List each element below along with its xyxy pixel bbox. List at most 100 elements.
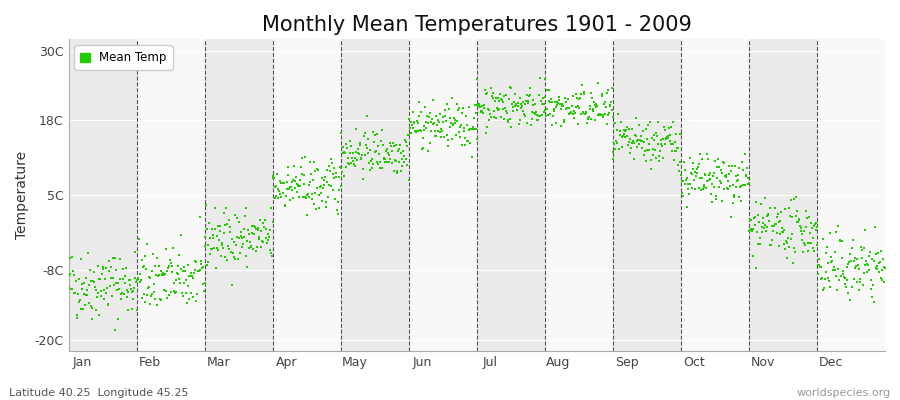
- Point: [596, 111, 610, 118]
- Point: [495, 96, 509, 103]
- Point: [824, 259, 838, 266]
- Point: [710, 164, 724, 171]
- Point: [233, 250, 248, 256]
- Point: [328, 174, 343, 181]
- Point: [174, 266, 188, 272]
- Point: [308, 168, 322, 174]
- Point: [99, 290, 113, 296]
- Point: [449, 132, 464, 138]
- Point: [94, 271, 109, 277]
- Point: [251, 226, 266, 233]
- Point: [756, 220, 770, 226]
- Point: [450, 101, 464, 108]
- Point: [493, 114, 508, 120]
- Point: [382, 159, 396, 166]
- Point: [782, 205, 796, 211]
- Point: [298, 154, 312, 161]
- Point: [169, 277, 184, 284]
- Point: [275, 190, 290, 196]
- Point: [507, 98, 521, 105]
- Point: [398, 137, 412, 144]
- Point: [514, 104, 528, 111]
- Point: [376, 156, 391, 163]
- Point: [65, 254, 79, 260]
- Point: [862, 253, 877, 259]
- Point: [336, 149, 350, 156]
- Point: [380, 158, 394, 165]
- Point: [650, 132, 664, 139]
- Point: [76, 291, 91, 297]
- Point: [68, 290, 82, 296]
- Point: [693, 151, 707, 158]
- Point: [771, 243, 786, 249]
- Point: [545, 113, 560, 119]
- Point: [742, 227, 757, 234]
- Point: [458, 142, 473, 148]
- Bar: [273, 39, 341, 351]
- Point: [747, 214, 761, 221]
- Point: [310, 167, 325, 173]
- Point: [519, 120, 534, 127]
- Point: [646, 152, 661, 158]
- Point: [405, 124, 419, 131]
- Point: [518, 98, 533, 105]
- Point: [544, 95, 558, 102]
- Point: [104, 293, 119, 299]
- Point: [653, 140, 668, 147]
- Point: [160, 295, 175, 302]
- Point: [224, 236, 238, 243]
- Point: [419, 113, 434, 120]
- Point: [520, 98, 535, 104]
- Point: [117, 291, 131, 297]
- Point: [799, 208, 814, 214]
- Point: [427, 120, 441, 126]
- Point: [763, 205, 778, 211]
- Point: [606, 114, 620, 120]
- Point: [506, 108, 520, 114]
- Point: [438, 107, 453, 114]
- Point: [481, 124, 495, 130]
- Point: [536, 95, 550, 102]
- Point: [564, 109, 579, 115]
- Point: [791, 215, 806, 222]
- Point: [463, 126, 477, 132]
- Point: [126, 296, 140, 302]
- Point: [622, 126, 636, 132]
- Point: [154, 267, 168, 274]
- Point: [307, 159, 321, 166]
- Point: [743, 217, 758, 224]
- Point: [319, 198, 333, 205]
- Point: [421, 120, 436, 126]
- Point: [651, 119, 665, 125]
- Point: [583, 89, 598, 96]
- Point: [294, 171, 309, 177]
- Point: [460, 138, 474, 144]
- Point: [282, 186, 296, 192]
- Point: [767, 222, 781, 229]
- Point: [750, 199, 764, 205]
- Point: [773, 231, 788, 237]
- Point: [701, 172, 716, 178]
- Point: [546, 108, 561, 114]
- Point: [843, 296, 858, 303]
- Point: [277, 203, 292, 209]
- Point: [835, 270, 850, 277]
- Point: [619, 124, 634, 130]
- Point: [204, 226, 219, 232]
- Point: [688, 173, 703, 179]
- Point: [288, 178, 302, 184]
- Point: [134, 276, 148, 283]
- Point: [151, 272, 166, 278]
- Point: [272, 188, 286, 194]
- Point: [344, 143, 358, 149]
- Point: [552, 97, 566, 103]
- Point: [414, 128, 428, 134]
- Point: [470, 102, 484, 108]
- Point: [604, 98, 618, 105]
- Point: [716, 198, 730, 204]
- Point: [337, 149, 351, 156]
- Point: [213, 223, 228, 229]
- Point: [116, 276, 130, 282]
- Point: [103, 258, 117, 264]
- Point: [332, 174, 347, 180]
